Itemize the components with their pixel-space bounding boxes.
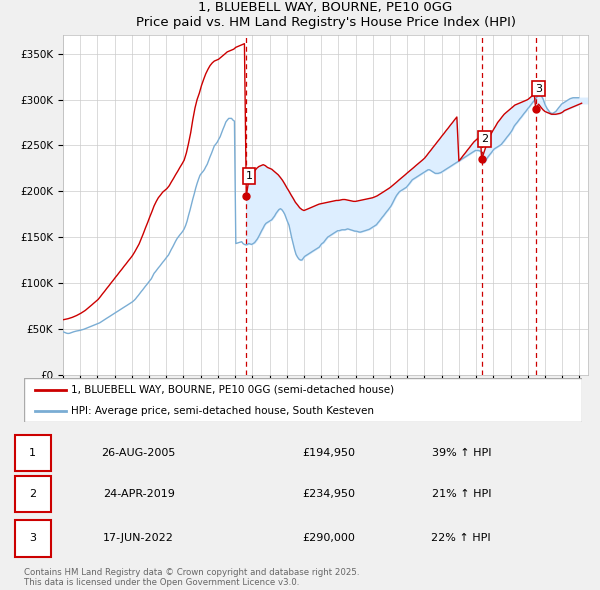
Title: 1, BLUEBELL WAY, BOURNE, PE10 0GG
Price paid vs. HM Land Registry's House Price : 1, BLUEBELL WAY, BOURNE, PE10 0GG Price … [136, 1, 515, 29]
FancyBboxPatch shape [15, 520, 50, 556]
Text: 39% ↑ HPI: 39% ↑ HPI [431, 448, 491, 457]
Text: £290,000: £290,000 [302, 533, 355, 543]
Text: 1, BLUEBELL WAY, BOURNE, PE10 0GG (semi-detached house): 1, BLUEBELL WAY, BOURNE, PE10 0GG (semi-… [71, 385, 395, 395]
Text: 2: 2 [481, 134, 488, 144]
Text: 22% ↑ HPI: 22% ↑ HPI [431, 533, 491, 543]
Text: HPI: Average price, semi-detached house, South Kesteven: HPI: Average price, semi-detached house,… [71, 406, 374, 416]
Text: £194,950: £194,950 [302, 448, 355, 457]
Text: Contains HM Land Registry data © Crown copyright and database right 2025.
This d: Contains HM Land Registry data © Crown c… [24, 568, 359, 587]
Text: 21% ↑ HPI: 21% ↑ HPI [431, 489, 491, 499]
Text: £234,950: £234,950 [302, 489, 355, 499]
Text: 26-AUG-2005: 26-AUG-2005 [101, 448, 176, 457]
FancyBboxPatch shape [15, 476, 50, 512]
FancyBboxPatch shape [15, 434, 50, 471]
Text: 2: 2 [29, 489, 36, 499]
Text: 1: 1 [245, 171, 253, 181]
Text: 3: 3 [535, 84, 542, 94]
FancyBboxPatch shape [24, 378, 582, 422]
Text: 1: 1 [29, 448, 36, 457]
Text: 24-APR-2019: 24-APR-2019 [103, 489, 175, 499]
Text: 3: 3 [29, 533, 36, 543]
Text: 17-JUN-2022: 17-JUN-2022 [103, 533, 174, 543]
